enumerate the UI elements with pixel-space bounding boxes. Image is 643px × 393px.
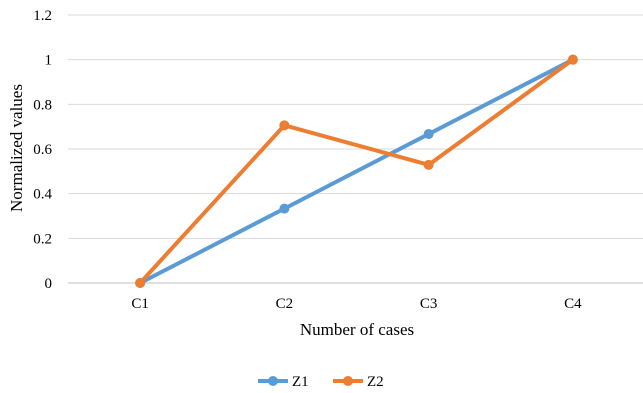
legend-label: Z1 <box>292 374 309 390</box>
x-axis-title: Number of cases <box>300 320 414 339</box>
x-axis-ticks: C1 C2 C3 C4 <box>131 296 582 312</box>
y-axis-title: Normalized values <box>7 84 26 212</box>
y-tick-label: 0.4 <box>33 187 52 203</box>
series-lines <box>135 54 578 288</box>
x-tick-label: C3 <box>420 296 438 312</box>
y-tick-label: 1.2 <box>33 8 52 24</box>
data-point <box>423 129 434 140</box>
x-tick-label: C2 <box>276 296 294 312</box>
legend-label: Z2 <box>367 374 384 390</box>
data-point <box>279 203 290 214</box>
legend-item-z2: Z2 <box>333 374 384 390</box>
data-point <box>279 120 290 131</box>
y-tick-label: 0.8 <box>33 97 52 113</box>
legend: Z1 Z2 <box>258 374 384 390</box>
data-point <box>567 54 578 65</box>
x-tick-label: C4 <box>564 296 582 312</box>
legend-item-z1: Z1 <box>258 374 309 390</box>
series-z2 <box>135 54 578 288</box>
legend-swatch-marker <box>268 376 278 386</box>
series-line <box>138 57 575 285</box>
data-point <box>135 278 146 288</box>
legend-swatch-marker <box>343 376 353 386</box>
y-tick-label: 0.6 <box>33 142 52 158</box>
y-tick-label: 0.2 <box>33 231 52 247</box>
y-tick-label: 0 <box>45 276 53 292</box>
y-axis-ticks: 0 0.2 0.4 0.6 0.8 1 1.2 <box>33 8 52 292</box>
series-z1 <box>135 54 578 288</box>
x-tick-label: C1 <box>131 296 149 312</box>
series-line <box>138 57 575 285</box>
gridlines <box>68 14 643 284</box>
data-point <box>423 159 434 170</box>
y-tick-label: 1 <box>45 53 53 69</box>
